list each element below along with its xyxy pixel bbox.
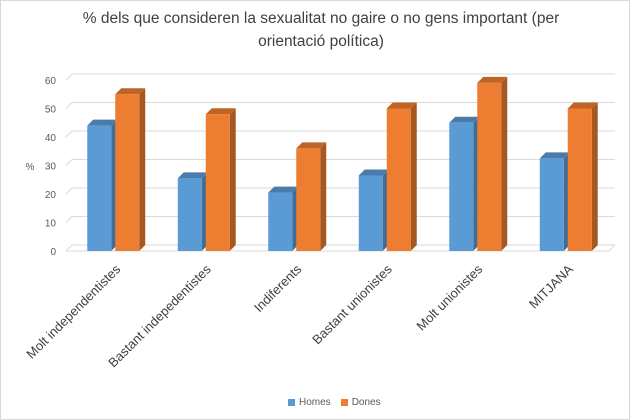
bar-dones <box>567 102 598 251</box>
bar-dones <box>386 102 417 251</box>
bar-top <box>477 76 508 83</box>
bar-homes <box>87 119 118 251</box>
bar-top <box>268 186 299 193</box>
bar-side <box>229 108 236 251</box>
x-tick-label: Indiferents <box>251 261 305 315</box>
y-tick-label: 50 <box>45 105 57 116</box>
bar-side <box>591 102 598 251</box>
x-tick-label: Molt unionistes <box>413 261 485 333</box>
bar-dones <box>477 76 508 251</box>
legend-item-dones: Dones <box>340 397 381 408</box>
bar-front <box>539 158 564 251</box>
bar-side <box>501 76 508 251</box>
bar-front <box>386 108 411 251</box>
bar-front <box>567 108 592 251</box>
bar-top <box>449 116 480 123</box>
bar-side <box>410 102 417 251</box>
bar-homes <box>539 152 570 251</box>
gridline-side <box>65 102 73 109</box>
floor-edge-side <box>608 244 616 252</box>
bar-homes <box>358 169 389 251</box>
y-axis-label: % <box>26 162 35 173</box>
bar-top <box>87 119 118 126</box>
bar-side <box>139 88 146 251</box>
legend-item-homes: Homes <box>288 397 331 408</box>
gridline-side <box>65 216 73 223</box>
x-tick-label: Molt independentistes <box>23 261 123 361</box>
bar-dones <box>115 88 146 251</box>
bar-front <box>87 125 112 251</box>
y-tick-label: 10 <box>45 219 57 230</box>
y-tick-label: 30 <box>45 162 57 173</box>
bar-top <box>205 108 236 115</box>
gridline-side <box>65 244 73 252</box>
y-tick-label: 60 <box>45 76 57 87</box>
bar-top <box>386 102 417 109</box>
gridline-side <box>65 159 73 166</box>
legend-swatch-homes <box>288 399 295 406</box>
bar-front <box>358 175 383 251</box>
bar-side <box>320 142 327 251</box>
bar-homes <box>268 186 299 251</box>
bar-top <box>539 152 570 159</box>
chart-title: % dels que consideren la sexualitat no g… <box>82 10 560 50</box>
legend-label-homes: Homes <box>299 397 331 408</box>
x-tick-label: Bastant indepedentistes <box>105 261 214 370</box>
bars <box>87 76 598 251</box>
bar-front <box>177 178 202 251</box>
legend-label-dones: Dones <box>351 397 381 408</box>
legend: Homes Dones <box>288 397 391 408</box>
legend-swatch-dones <box>340 399 348 406</box>
bar-front <box>268 192 293 251</box>
bar-homes <box>449 116 480 251</box>
bar-front <box>296 148 321 251</box>
y-tick-label: 40 <box>45 133 57 144</box>
bar-front <box>205 114 230 251</box>
bar-homes <box>177 172 208 251</box>
gridline-side <box>65 73 73 81</box>
bar-top <box>115 88 146 95</box>
bar-dones <box>296 142 327 251</box>
bar-front <box>449 122 474 251</box>
bar-front <box>477 82 502 251</box>
x-tick-label: Bastant unionistes <box>309 261 395 347</box>
y-tick-label: 0 <box>50 247 56 258</box>
bar-top <box>567 102 598 109</box>
bar-dones <box>205 108 236 251</box>
bar-top <box>177 172 208 179</box>
gridlines <box>65 73 616 252</box>
bar-top <box>358 169 389 176</box>
bar-top <box>296 142 327 149</box>
gridline-side <box>65 187 73 195</box>
gridline-side <box>65 130 73 138</box>
y-tick-label: 20 <box>45 190 57 201</box>
bar-front <box>115 94 140 251</box>
x-tick-label: MITJANA <box>526 261 576 311</box>
